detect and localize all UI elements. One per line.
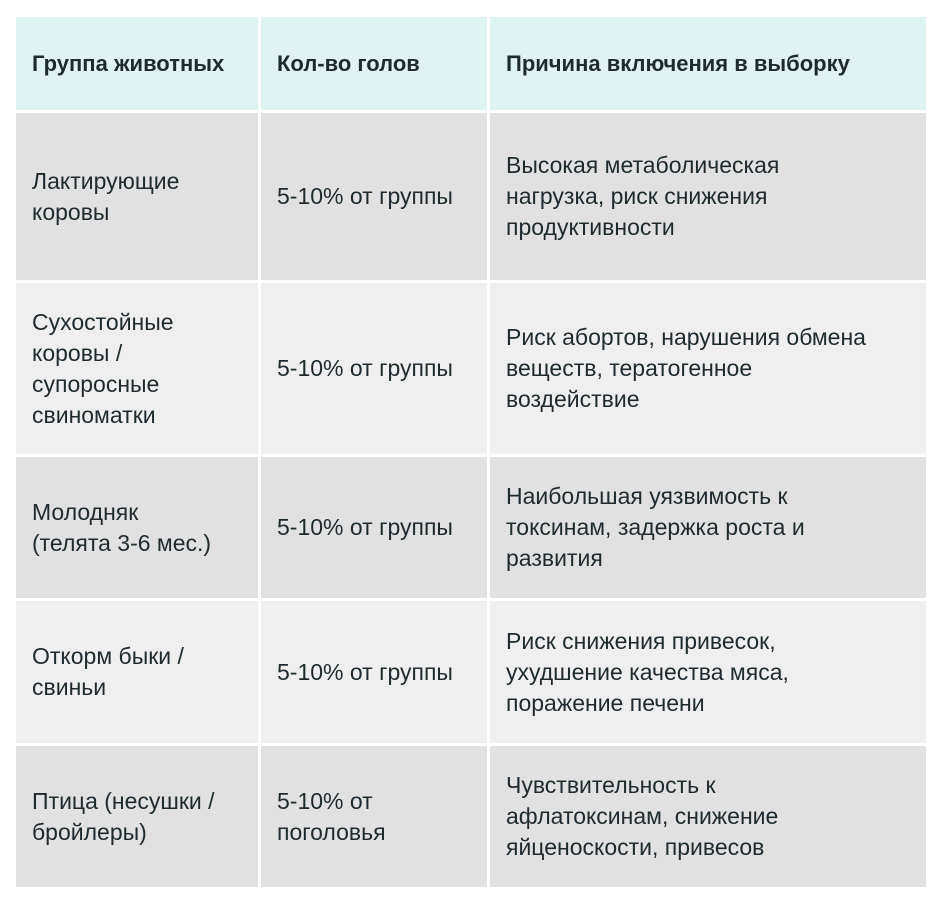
- header-animal-group-text: Группа животных: [32, 51, 225, 76]
- row-5-reason-cell: Чувствительность к афлатоксинам, снижени…: [490, 746, 926, 887]
- row-3-count: 5-10% от группы: [277, 514, 453, 540]
- row-4-group: Откорм быки / свиньи: [32, 643, 184, 700]
- row-1-reason-cell: Высокая метаболическая нагрузка, риск сн…: [490, 113, 926, 280]
- row-3-group-cell: Молодняк (телята 3-6 мес.): [16, 457, 258, 598]
- row-3-group: Молодняк (телята 3-6 мес.): [32, 498, 212, 556]
- row-1-group-cell: Лактирующие коровы: [16, 113, 258, 280]
- row-5-group-cell: Птица (несушки / бройлеры): [16, 746, 258, 887]
- row-2-group: Сухостойные коровы / супоросные свиномат…: [32, 308, 174, 428]
- row-2-count-cell: 5-10% от группы: [261, 283, 487, 454]
- sampling-table: Группа животных Кол-во голов Причина вкл…: [16, 17, 926, 887]
- row-4-group-cell: Откорм быки / свиньи: [16, 601, 258, 743]
- row-4-count-cell: 5-10% от группы: [261, 601, 487, 743]
- row-2-group-cell: Сухостойные коровы / супоросные свиномат…: [16, 283, 258, 454]
- row-5-count: 5-10% от поголовья: [277, 787, 386, 845]
- row-2-reason: Риск абортов, нарушения обмена веществ, …: [506, 324, 866, 412]
- header-inclusion-reason: Причина включения в выборку: [490, 17, 926, 110]
- row-3-count-cell: 5-10% от группы: [261, 457, 487, 598]
- row-3-reason: Наибольшая уязвимость к токсинам, задерж…: [506, 483, 805, 571]
- header-inclusion-reason-text: Причина включения в выборку: [506, 51, 850, 76]
- header-animal-group: Группа животных: [16, 17, 258, 110]
- row-5-reason: Чувствительность к афлатоксинам, снижени…: [506, 772, 779, 860]
- row-5-group: Птица (несушки / бройлеры): [32, 787, 215, 845]
- row-1-count: 5-10% от группы: [277, 183, 453, 209]
- row-4-count: 5-10% от группы: [277, 658, 453, 685]
- row-2-count: 5-10% от группы: [277, 355, 453, 381]
- row-4-reason-cell: Риск снижения привесок, ухудшение качест…: [490, 601, 926, 743]
- row-3-reason-cell: Наибольшая уязвимость к токсинам, задерж…: [490, 457, 926, 598]
- row-1-reason: Высокая метаболическая нагрузка, риск сн…: [506, 152, 780, 240]
- row-1-count-cell: 5-10% от группы: [261, 113, 487, 280]
- header-head-count-text: Кол-во голов: [277, 51, 420, 76]
- row-5-count-cell: 5-10% от поголовья: [261, 746, 487, 887]
- row-4-reason: Риск снижения привесок, ухудшение качест…: [506, 627, 789, 716]
- row-2-reason-cell: Риск абортов, нарушения обмена веществ, …: [490, 283, 926, 454]
- header-head-count: Кол-во голов: [261, 17, 487, 110]
- row-1-group: Лактирующие коровы: [32, 167, 180, 225]
